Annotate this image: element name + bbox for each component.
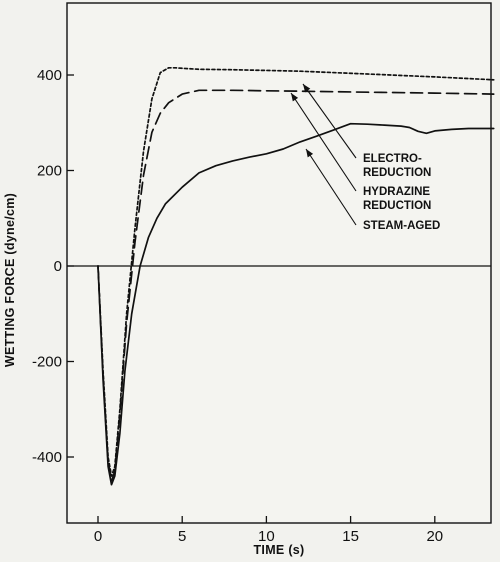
annotation-label-line: ELECTRO- [363,153,422,165]
annotation-label-line: STEAM-AGED [363,220,440,232]
annotation-label: HYDRAZINE REDUCTION [363,186,431,212]
y-tick-label: 0 [54,258,62,275]
x-tick-label: 5 [178,528,186,545]
x-tick-label: 0 [94,528,102,545]
series-line [97,89,495,482]
annotation-labels: ELECTRO- REDUCTION HYDRAZINE REDUCTION STEAM… [363,153,440,232]
x-tick-label: 15 [342,528,359,545]
annotation-arrowhead [303,84,311,93]
annotation-arrowhead [291,93,299,102]
annotation-label-line: REDUCTION [363,167,431,179]
series-line [97,122,495,486]
y-tick-label: 400 [37,67,62,84]
annotation-leaders [290,83,357,226]
series-layer [97,66,495,486]
y-tick-label: -400 [32,449,62,466]
y-tick-label: 200 [37,163,62,180]
x-tick-label: 20 [426,528,443,545]
plot-frame [66,2,492,524]
x-axis-ticks: 0 5 10 15 20 [94,516,443,545]
series-line [97,66,495,477]
annotation-arrowhead [306,149,314,158]
annotation-leader [305,148,357,226]
x-axis-label: TIME (s) [253,543,304,557]
plot-background [67,3,491,523]
annotation-leader [290,92,357,192]
y-tick-label: -200 [32,354,62,371]
annotation-label-line: HYDRAZINE [363,186,430,198]
annotation-label: STEAM-AGED [363,220,440,232]
x-tick-label: 10 [258,528,275,545]
annotation-label: ELECTRO- REDUCTION [363,153,431,179]
annotation-label-line: REDUCTION [363,200,431,212]
y-axis-label: WETTING FORCE (dyne/cm) [3,193,17,367]
y-axis-ticks: -400 -200 0 200 400 [32,67,74,466]
annotation-leader [302,83,357,159]
